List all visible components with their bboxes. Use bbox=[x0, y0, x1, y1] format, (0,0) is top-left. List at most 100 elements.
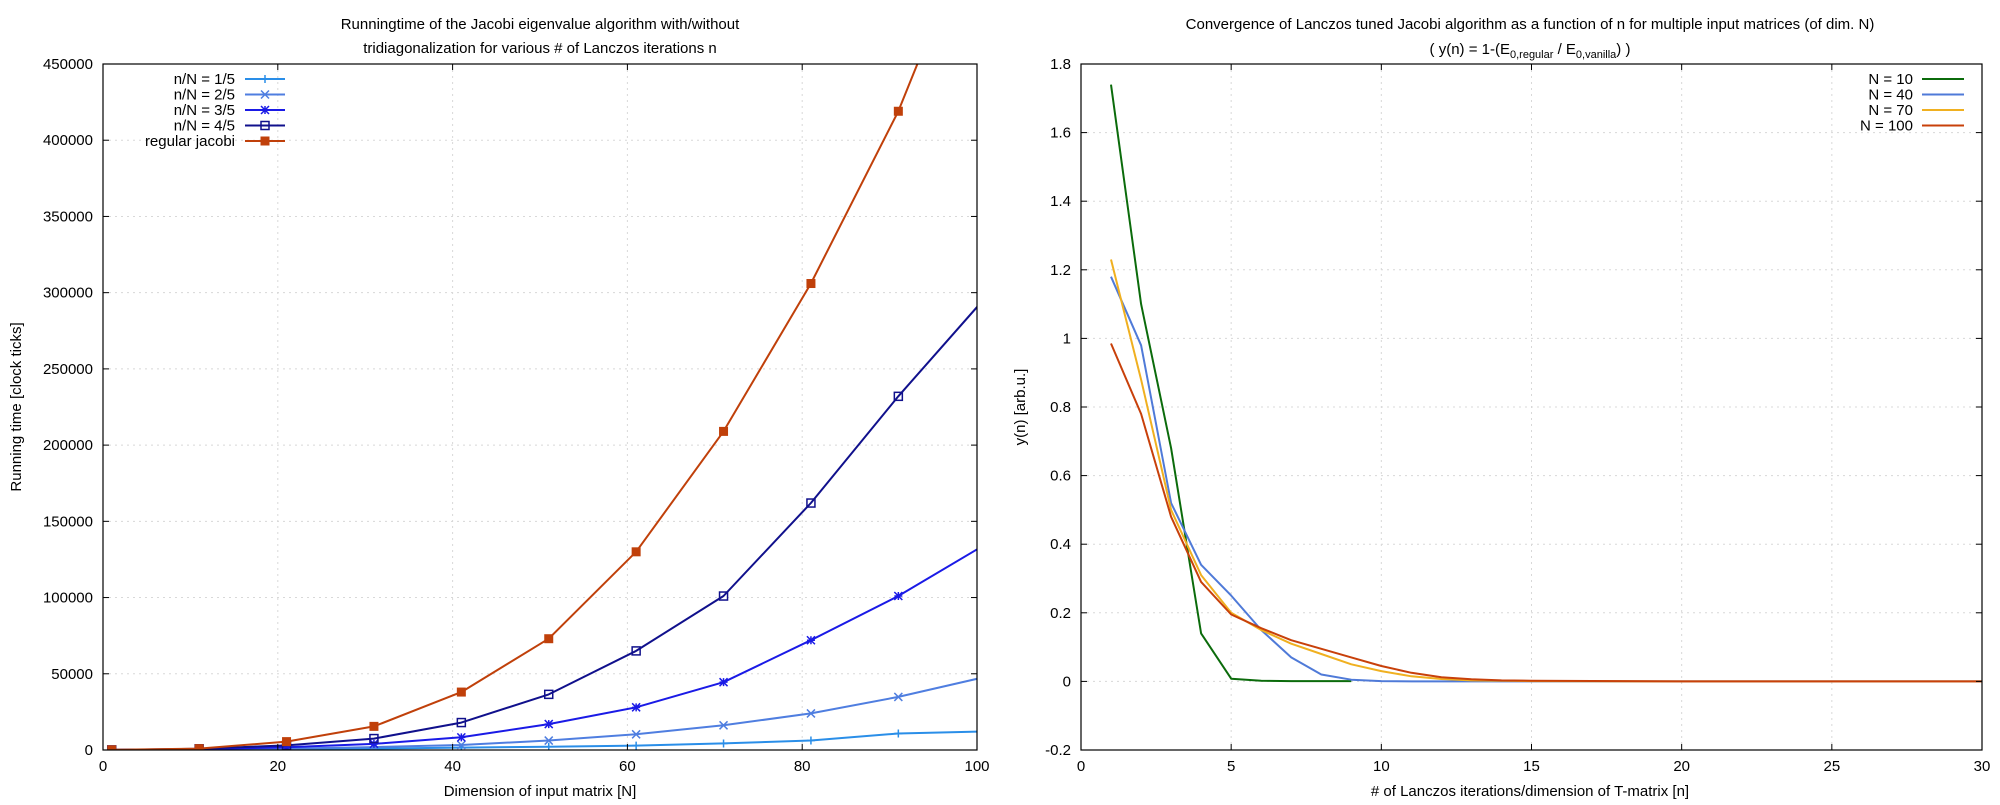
legend-label: n/N = 1/5 bbox=[174, 71, 235, 88]
data-point bbox=[982, 293, 990, 301]
right-title-subscript-2: 0,vanilla bbox=[1576, 49, 1617, 61]
right-chart-legend: N = 10N = 40N = 70N = 100 bbox=[1860, 71, 1964, 135]
right-title-part-2: / E bbox=[1553, 41, 1576, 58]
convergence-chart: Convergence of Lanczos tuned Jacobi algo… bbox=[1012, 16, 1990, 800]
left-chart-grid bbox=[102, 63, 978, 751]
y-tick-label: 1.2 bbox=[1050, 262, 1071, 279]
data-point bbox=[632, 741, 641, 750]
data-point bbox=[806, 498, 816, 508]
data-point bbox=[893, 391, 904, 402]
data-point bbox=[893, 591, 903, 601]
right-chart-title-line-2: ( y(n) = 1-(E0,regular / E0,vanilla) ) bbox=[1430, 41, 1631, 61]
series-n-n-2-5 bbox=[107, 673, 990, 750]
legend-label: N = 10 bbox=[1868, 71, 1913, 88]
x-tick-label: 5 bbox=[1227, 758, 1235, 775]
y-tick-label: 400000 bbox=[43, 132, 93, 149]
data-point bbox=[718, 591, 729, 601]
right-chart-y-axis-label: y(n) [arb.u.] bbox=[1012, 369, 1029, 446]
y-tick-label: 1.8 bbox=[1050, 56, 1071, 73]
right-title-part-1: ( y(n) = 1-(E bbox=[1430, 41, 1510, 58]
data-point bbox=[456, 717, 467, 728]
y-tick-label: 100000 bbox=[43, 590, 93, 607]
data-point bbox=[631, 547, 641, 557]
series-line bbox=[1110, 343, 1982, 683]
data-point bbox=[893, 692, 903, 702]
y-tick-label: 0.8 bbox=[1050, 399, 1071, 416]
right-chart-grid bbox=[1080, 63, 1983, 751]
left-chart-y-axis-label: Running time [clock ticks] bbox=[8, 322, 25, 491]
y-tick-label: 0 bbox=[85, 742, 93, 759]
right-chart-frame bbox=[1080, 63, 1983, 751]
series-n-n-4-5 bbox=[106, 293, 990, 750]
x-tick-label: 0 bbox=[1077, 758, 1085, 775]
data-point bbox=[806, 708, 816, 718]
right-title-subscript-1: 0,regular bbox=[1510, 49, 1554, 61]
series-n-100 bbox=[1110, 343, 1982, 683]
data-point bbox=[282, 742, 292, 750]
data-point bbox=[369, 739, 379, 749]
left-chart-title-line-2: tridiagonalization for various # of Lanc… bbox=[363, 40, 717, 57]
y-tick-label: 0.2 bbox=[1050, 605, 1071, 622]
y-tick-label: 50000 bbox=[51, 666, 93, 683]
data-point bbox=[456, 740, 466, 750]
x-tick-label: 60 bbox=[619, 758, 636, 775]
y-tick-label: -0.2 bbox=[1045, 742, 1071, 759]
data-point bbox=[806, 736, 815, 745]
y-tick-label: 1.4 bbox=[1050, 193, 1071, 210]
right-chart-title-line-1: Convergence of Lanczos tuned Jacobi algo… bbox=[1186, 16, 1875, 33]
data-point bbox=[456, 732, 466, 742]
legend-label: n/N = 2/5 bbox=[174, 87, 235, 104]
data-point bbox=[544, 634, 554, 644]
data-point bbox=[719, 720, 729, 730]
data-point bbox=[631, 646, 641, 656]
right-title-part-3: ) ) bbox=[1616, 41, 1630, 58]
y-tick-label: 0.6 bbox=[1050, 468, 1071, 485]
x-tick-label: 30 bbox=[1974, 758, 1991, 775]
legend-label: regular jacobi bbox=[145, 133, 235, 150]
data-point bbox=[938, 0, 946, 7]
legend-marker bbox=[261, 75, 269, 83]
series-n-40 bbox=[1110, 276, 1982, 683]
series-n-n-3-5 bbox=[107, 540, 990, 750]
left-chart-frame bbox=[102, 63, 978, 751]
data-point bbox=[543, 689, 554, 700]
data-point bbox=[719, 739, 728, 748]
legend-marker bbox=[260, 136, 270, 146]
data-point bbox=[369, 733, 379, 744]
right-chart-series bbox=[1110, 84, 1982, 683]
y-tick-label: 1.6 bbox=[1050, 125, 1071, 142]
series-regular-jacobi bbox=[107, 0, 946, 750]
right-chart-x-axis-label: # of Lanczos iterations/dimension of T-m… bbox=[1371, 783, 1689, 800]
legend-label: N = 100 bbox=[1860, 118, 1913, 135]
x-tick-label: 100 bbox=[964, 758, 989, 775]
running-time-chart: Runningtime of the Jacobi eigenvalue alg… bbox=[8, 0, 990, 800]
series-line bbox=[1110, 84, 1352, 683]
data-point bbox=[369, 721, 379, 731]
left-chart-series bbox=[106, 0, 990, 750]
data-point bbox=[982, 673, 990, 681]
data-point bbox=[719, 677, 729, 687]
right-chart-ticks: 0 5 10 15 20 25 30 -0.2 0 0.2 0.4 0.6 0.8 1 1.2 1.4 1.6 1… bbox=[1045, 56, 1990, 775]
series-line bbox=[1110, 259, 1982, 683]
left-chart-ticks: 0 20 40 60 80 100 0 50000 100000 150000 200000 2500… bbox=[43, 56, 990, 775]
x-tick-label: 10 bbox=[1373, 758, 1390, 775]
legend-label: N = 40 bbox=[1868, 87, 1913, 104]
data-point bbox=[982, 540, 990, 548]
y-tick-label: 300000 bbox=[43, 285, 93, 302]
legend-label: n/N = 3/5 bbox=[174, 102, 235, 119]
data-point bbox=[982, 727, 990, 735]
series-line bbox=[111, 548, 977, 750]
data-point bbox=[894, 729, 903, 738]
left-chart-legend: n/N = 1/5n/N = 2/5n/N = 3/5n/N = 4/5regu… bbox=[145, 71, 285, 150]
data-point bbox=[194, 744, 204, 750]
legend-marker bbox=[260, 120, 270, 131]
series-n-10 bbox=[1110, 84, 1352, 683]
data-point bbox=[806, 279, 816, 289]
data-point bbox=[893, 106, 903, 116]
data-point bbox=[456, 687, 466, 697]
y-tick-label: 150000 bbox=[43, 513, 93, 530]
x-tick-label: 25 bbox=[1823, 758, 1840, 775]
y-tick-label: 200000 bbox=[43, 437, 93, 454]
